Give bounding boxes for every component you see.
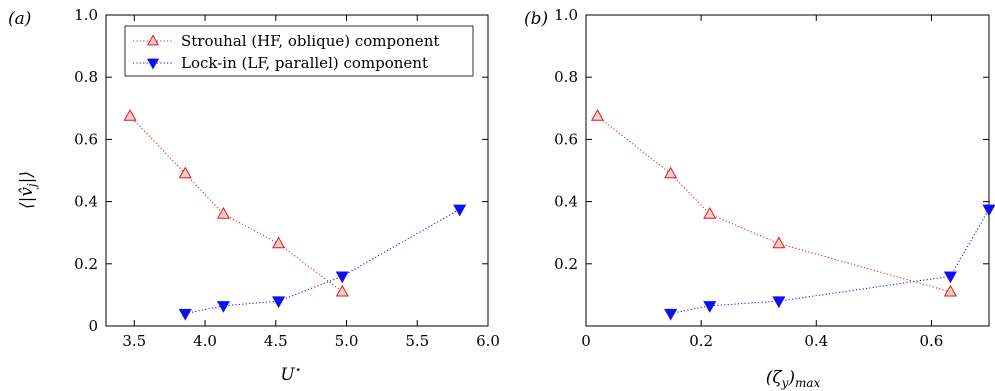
panel-b-strouhal-point [943,284,957,297]
panel-a-xtick-label: 4.0 [193,332,217,350]
panel-a-strouhal-line [129,115,343,293]
panel-b-ytick-label: 0.8 [554,68,578,86]
panel-a-xtick-label: 5.5 [405,332,429,350]
panel-a-xtick-label: 3.5 [122,332,146,350]
panel-b-ytick-label: 0.6 [554,130,578,148]
panel-a-ytick-label: 0.8 [74,68,98,86]
panel-a-ytick-label: 0.6 [74,130,98,148]
panel-b-lockin-point [703,301,717,313]
panel-b-lockin-point [943,271,957,284]
panel-b-strouhal-line [597,115,951,293]
panel-a-strouhal-point [123,109,137,121]
panel-b-label: (b) [524,9,548,29]
plot-layer: 3.5 4.0 4.5 5.0 5.5 6.0 0 0.2 0.4 0.6 0.8 1.0 Strouh… [74,6,995,350]
panel-b-xtick-label: 0 [581,332,591,350]
panel-a-ytick-label: 0.4 [74,193,98,211]
panel-b-xtick-label: 0.2 [689,332,713,350]
panel-a-strouhal-point [178,166,192,179]
panel-b-ytick-label: 0.4 [554,193,578,211]
panel-a-ylabel: ⟨|v̂j|⟩ [17,171,39,209]
panel-a-ytick-label: 0 [88,317,98,335]
panel-b-lockin-point [982,204,995,217]
panel-b-xlabel: (ζy)max [766,368,821,390]
panel-a-strouhal-point [335,284,349,297]
panel-b-xtick-label: 0.6 [919,332,943,350]
panel-a-lockin-point [216,301,230,313]
panel-a-legend-marker-lockin [146,58,160,70]
panel-a-legend-box [124,25,474,77]
panel-b-axes-frame [585,14,990,327]
panel-a-legend-label: Strouhal (HF, oblique) component [181,32,439,50]
panel-a-legend-label: Lock-in (LF, parallel) component [181,54,428,72]
panel-a-lockin-line [185,208,460,315]
panel-b-strouhal-point [703,207,717,219]
panel-b-strouhal-point [664,166,678,179]
panel-a-xtick-label: 5.0 [335,332,359,350]
panel-b-ytick-label: 0.2 [554,255,578,273]
panel-a-legend: Strouhal (HF, oblique) component Lock-in … [124,25,474,77]
panel-b-lockin-point [772,296,786,309]
panel-a-axes-frame [105,14,489,327]
panel-a-xlabel: U⋆ [280,363,301,385]
panel-b-lockin-line [670,209,990,315]
panel-b-plot: 0 0.2 0.4 0.6 0.2 0.4 0.6 0.8 1.0 [554,6,995,350]
panel-a-plot: 3.5 4.0 4.5 5.0 5.5 6.0 0 0.2 0.4 0.6 0.8 1.0 Strouh… [74,6,500,350]
panel-a-ytick-label: 1.0 [74,6,98,24]
panel-a-ytick-label: 0.2 [74,255,98,273]
panel-a-label: (a) [8,9,31,29]
panel-a-lockin-point [335,271,349,284]
panel-a-lockin-point [453,204,467,217]
panel-a-strouhal-point [216,207,230,219]
panel-a-lockin-point [178,308,192,321]
panel-b-xtick-label: 0.4 [804,332,828,350]
panel-b-ytick-label: 1.0 [554,6,578,24]
panel-a-lockin-point [272,296,286,309]
panel-b-strouhal-point [590,109,605,121]
panel-a-strouhal-point [272,236,286,249]
panel-b-strouhal-point [772,236,786,249]
panel-a-xtick-label: 6.0 [476,332,500,350]
panel-a-legend-marker-strouhal [146,34,160,46]
panel-b-lockin-point [664,308,678,321]
panel-a-xtick-label: 4.5 [264,332,288,350]
